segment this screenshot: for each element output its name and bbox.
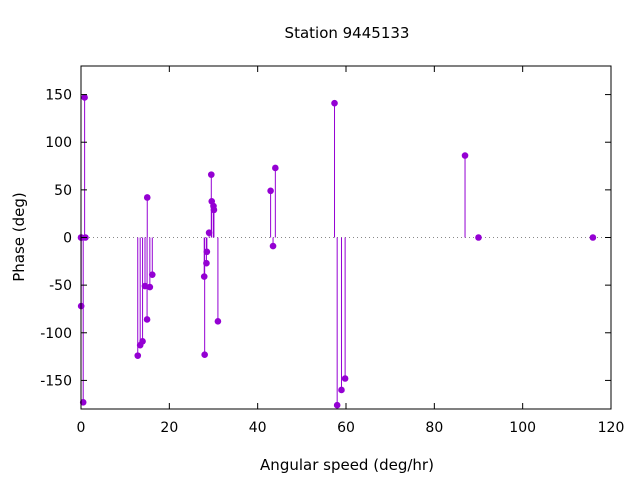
x-tick-label: 120 xyxy=(598,420,625,436)
data-point xyxy=(589,234,597,241)
x-tick-label: 20 xyxy=(160,420,178,436)
data-point xyxy=(134,352,142,359)
y-tick-label: 0 xyxy=(63,231,72,247)
x-tick-label: 0 xyxy=(77,420,86,436)
x-tick-label: 80 xyxy=(425,420,443,436)
data-point xyxy=(267,187,274,195)
data-point xyxy=(214,318,222,325)
data-point xyxy=(81,94,88,101)
data-point xyxy=(207,171,215,178)
data-point xyxy=(269,242,277,250)
data-point xyxy=(200,273,208,280)
y-tick-label: 100 xyxy=(45,135,72,151)
data-point xyxy=(146,283,154,291)
plot-area: 0 20 40 60 80 100 120 -150 -100 -50 0 50 100 150 xyxy=(40,65,625,436)
y-tick-label: -50 xyxy=(49,278,72,294)
data-point xyxy=(201,351,208,358)
data-point xyxy=(210,206,218,214)
data-point xyxy=(203,248,211,256)
data-point xyxy=(341,375,349,382)
x-tick-label: 100 xyxy=(509,420,536,436)
data-point xyxy=(79,399,87,406)
y-axis-title: Phase (deg) xyxy=(10,192,28,282)
data-point xyxy=(143,316,151,323)
x-tick-label: 40 xyxy=(249,420,267,436)
data-point xyxy=(461,152,469,159)
data-point xyxy=(205,229,213,237)
y-tick-label: 150 xyxy=(45,88,72,104)
y-tick-label: -100 xyxy=(40,326,72,342)
x-axis-title: Angular speed (deg/hr) xyxy=(260,456,434,474)
data-point xyxy=(203,259,210,267)
data-point xyxy=(331,99,338,107)
data-point xyxy=(338,386,345,394)
chart-title: Station 9445133 xyxy=(285,24,410,42)
x-tick-label: 60 xyxy=(337,420,355,436)
data-point xyxy=(148,271,156,278)
data-point xyxy=(139,338,146,345)
data-point xyxy=(272,164,279,172)
y-tick-label: -150 xyxy=(40,373,72,389)
y-tick-label: 50 xyxy=(54,183,72,199)
data-point xyxy=(143,194,151,201)
data-point xyxy=(475,234,482,241)
data-point xyxy=(333,401,341,409)
